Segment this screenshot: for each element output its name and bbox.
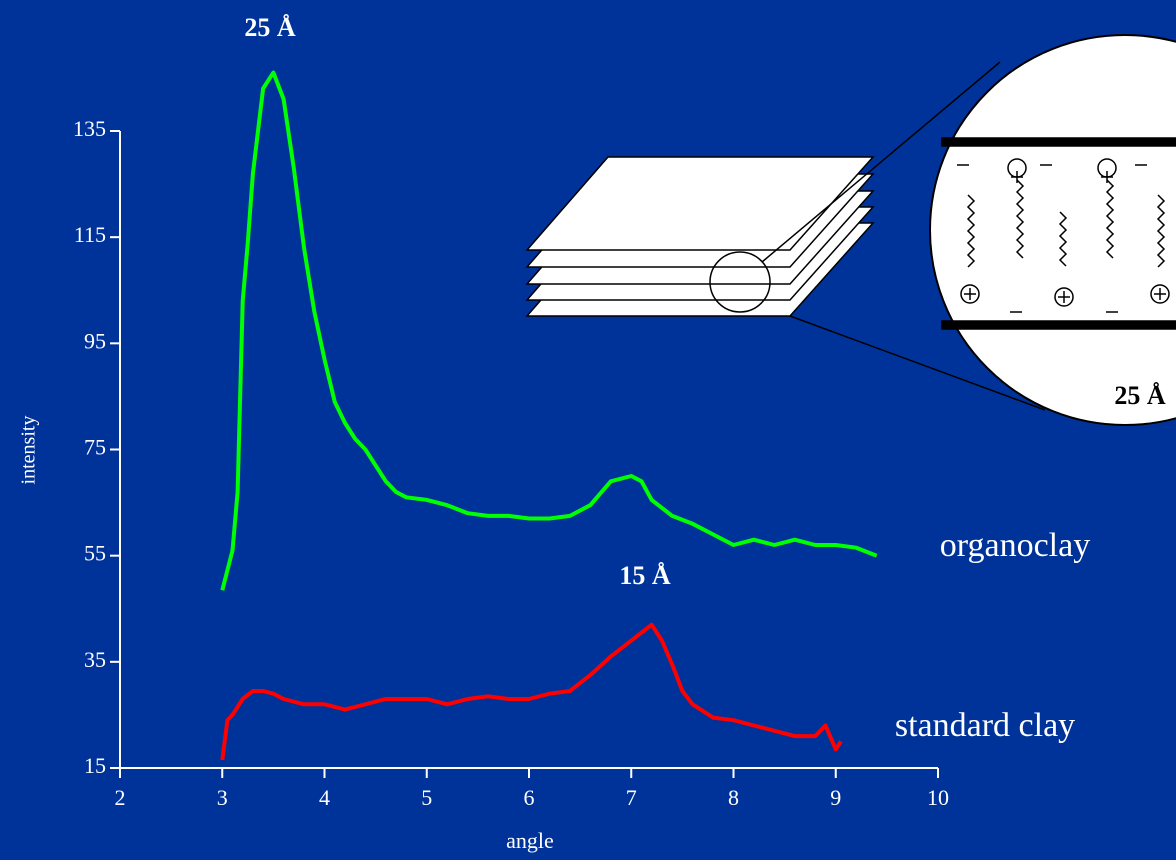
inset-sheet (941, 137, 1176, 147)
zoom-line (789, 315, 1046, 411)
series-label: organoclay (940, 527, 1090, 564)
surfactant-chains (957, 158, 1170, 313)
x-tick-label: 2 (115, 785, 126, 810)
charge-symbols (957, 164, 1166, 313)
x-tick-label: 10 (927, 785, 949, 810)
annotation: 15 Å (619, 561, 671, 590)
x-tick-label: 6 (524, 785, 535, 810)
y-tick-label: 35 (84, 647, 106, 672)
series-label: standard clay (895, 707, 1075, 744)
chain (1156, 194, 1166, 268)
x-tick-label: 7 (626, 785, 637, 810)
x-tick-label: 5 (421, 785, 432, 810)
zoom-circle (709, 251, 771, 313)
y-tick-label: 135 (73, 116, 106, 141)
x-tick-label: 4 (319, 785, 330, 810)
x-tick-label: 3 (217, 785, 228, 810)
y-axis-label: intensity (18, 416, 40, 485)
y-tick-label: 115 (74, 222, 106, 247)
head-group (1150, 284, 1170, 304)
chain (1105, 179, 1115, 259)
head-group (1054, 287, 1074, 307)
y-tick-label: 15 (84, 753, 106, 778)
chain (1058, 211, 1068, 267)
inset-sheet (941, 320, 1176, 330)
x-tick-label: 9 (830, 785, 841, 810)
inset-label: 25 Å (1114, 381, 1166, 410)
y-tick-label: 75 (84, 435, 106, 460)
y-tick-label: 55 (84, 541, 106, 566)
x-axis-label: angle (506, 828, 554, 853)
zoom-line (761, 61, 1001, 263)
annotation: 25 Å (244, 13, 296, 42)
head-group (960, 284, 980, 304)
series-line (220, 70, 878, 591)
chain (1015, 179, 1025, 259)
clay-layer (525, 156, 875, 251)
x-tick-label: 8 (728, 785, 739, 810)
clay-diagram (525, 34, 1176, 426)
series-line (220, 622, 843, 761)
chain (966, 194, 976, 268)
y-tick-label: 95 (84, 328, 106, 353)
